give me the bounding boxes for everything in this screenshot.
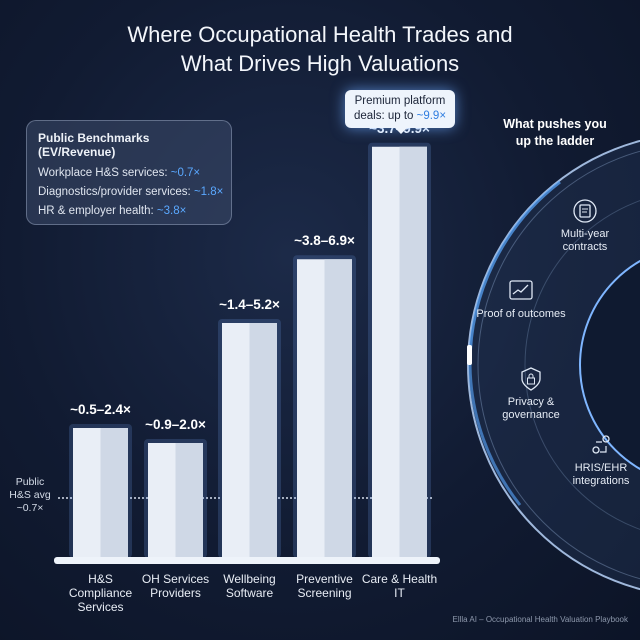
benchmarks-panel: Public Benchmarks (EV/Revenue) Workplace… [26,120,232,225]
callout-text: Premium platform deals: up to [353,95,446,122]
bar-side-shade [175,443,203,558]
driver-privacy-governance: Privacy & governance [486,366,576,422]
benchmark-row: Diagnostics/provider services: ~1.8× [38,186,224,198]
drivers-ring [467,139,640,591]
category-label: Care & Health IT [361,572,438,600]
title-line-2: What Drives High Valuations [180,51,460,76]
benchmark-value: ~0.7× [170,167,201,179]
callout-value: ~9.9× [416,110,447,122]
ring-outer [467,139,640,591]
range-label: ~1.4–5.2× [219,297,280,312]
chart-dashboard-icon [509,280,533,300]
ring-glow-arc [468,180,561,366]
ring-glow-arc [468,364,522,506]
category-label: Wellbeing Software [223,572,276,600]
driver-label: Multi-year contracts [560,228,610,253]
ring-guide [524,200,640,530]
premium-callout: Premium platform deals: up to ~9.9× [345,90,455,134]
range-label: ~3.8–6.9× [294,233,355,249]
range-label: ~0.9–2.0× [145,417,206,432]
ring-guide [477,150,640,580]
driver-label: HRIS/EHR integrations [572,462,630,487]
benchmark-row: HR & employer health: ~3.8× [38,205,220,217]
title-line-1: Where Occupational Health Trades and [127,22,513,47]
footer-credit: Ellla AI – Occupational Health Valuation… [452,615,628,624]
benchmark-label: Diagnostics/provider services: [38,186,191,198]
bar-side-shade [324,259,352,558]
driver-label: Proof of outcomes [476,308,566,320]
category-label: OH Services Providers [141,572,210,600]
drivers-heading: What pushes you up the ladder [503,117,607,148]
contract-renewal-icon [573,199,597,223]
bar-side-shade [100,428,128,558]
chart-title: Where Occupational Health Trades and Wha… [0,20,640,78]
reference-line-label: Public H&S avg ~0.7× [9,476,51,514]
range-label: ~0.5–2.4× [70,402,131,417]
driver-hris-ehr-integrations: HRIS/EHR integrations [556,432,640,488]
benchmark-value: ~3.8× [156,205,187,217]
ring-inner [579,259,640,471]
chart-baseline [54,557,440,564]
category-label: H&S Compliance Services [68,572,133,614]
ring-highlight [467,345,472,365]
shield-lock-icon [521,367,541,391]
category-label: Preventive Screening [296,572,353,600]
benchmark-value: ~1.8× [193,186,224,198]
driver-multi-year-contracts: Multi-year contracts [540,198,630,254]
bar-side-shade [249,323,277,558]
benchmark-row: Workplace H&S services: ~0.7× [38,167,220,179]
benchmarks-heading: Public Benchmarks (EV/Revenue) [38,131,150,159]
integration-pins-icon [592,435,610,454]
benchmark-label: Workplace H&S services: [38,167,168,179]
driver-proof-of-outcomes: Proof of outcomes [476,278,566,321]
benchmark-label: HR & employer health: [38,205,154,217]
bars-group [69,142,431,558]
bar-side-shade [399,146,427,558]
driver-label: Privacy & governance [502,396,560,421]
